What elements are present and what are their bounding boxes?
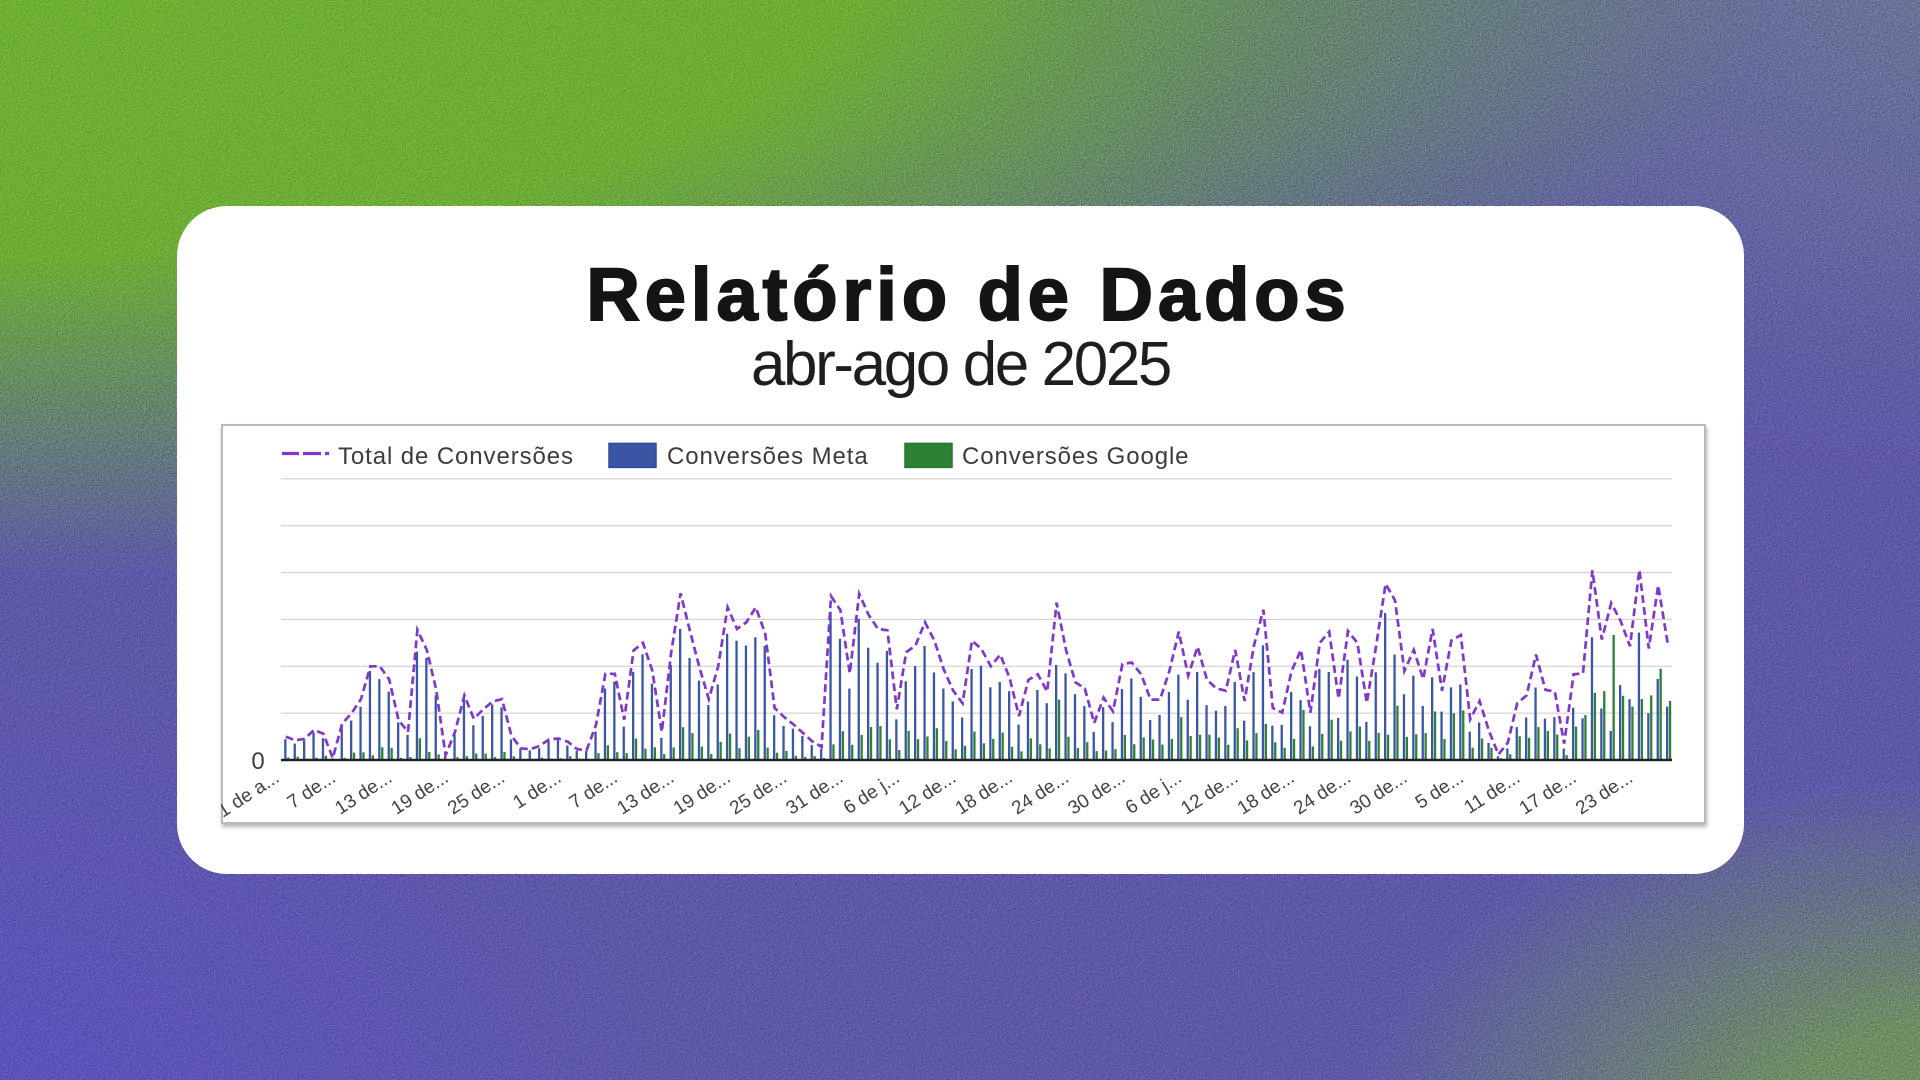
svg-text:Total de Conversões: Total de Conversões: [338, 443, 574, 470]
svg-text:5 de...: 5 de...: [1412, 767, 1468, 813]
svg-text:1 de a...: 1 de a...: [221, 767, 283, 822]
svg-text:19 de...: 19 de...: [388, 767, 453, 819]
svg-text:6 de j...: 6 de j...: [1122, 767, 1186, 819]
svg-text:1 de...: 1 de...: [509, 767, 565, 813]
svg-text:18 de...: 18 de...: [952, 767, 1017, 819]
svg-text:18 de...: 18 de...: [1234, 767, 1299, 819]
svg-text:25 de...: 25 de...: [444, 767, 509, 819]
svg-text:25 de...: 25 de...: [726, 767, 791, 819]
svg-text:7 de...: 7 de...: [566, 767, 622, 813]
svg-text:Conversões Meta: Conversões Meta: [667, 443, 869, 470]
svg-text:12 de...: 12 de...: [895, 767, 960, 819]
svg-text:13 de...: 13 de...: [613, 767, 678, 819]
svg-text:Conversões Google: Conversões Google: [962, 443, 1189, 470]
svg-text:6 de j...: 6 de j...: [840, 767, 904, 819]
svg-text:19 de...: 19 de...: [670, 767, 735, 819]
svg-text:30 de...: 30 de...: [1347, 767, 1412, 819]
svg-text:12 de...: 12 de...: [1177, 767, 1242, 819]
svg-text:13 de...: 13 de...: [331, 767, 396, 819]
svg-text:23 de...: 23 de...: [1572, 767, 1637, 819]
svg-text:11 de...: 11 de...: [1461, 767, 1524, 818]
svg-text:7 de...: 7 de...: [284, 767, 340, 813]
svg-text:24 de...: 24 de...: [1008, 767, 1073, 819]
svg-text:30 de...: 30 de...: [1065, 767, 1130, 819]
svg-text:17 de...: 17 de...: [1516, 767, 1581, 819]
svg-text:24 de...: 24 de...: [1290, 767, 1355, 819]
svg-text:0: 0: [251, 748, 264, 775]
svg-text:31 de...: 31 de...: [783, 767, 848, 819]
